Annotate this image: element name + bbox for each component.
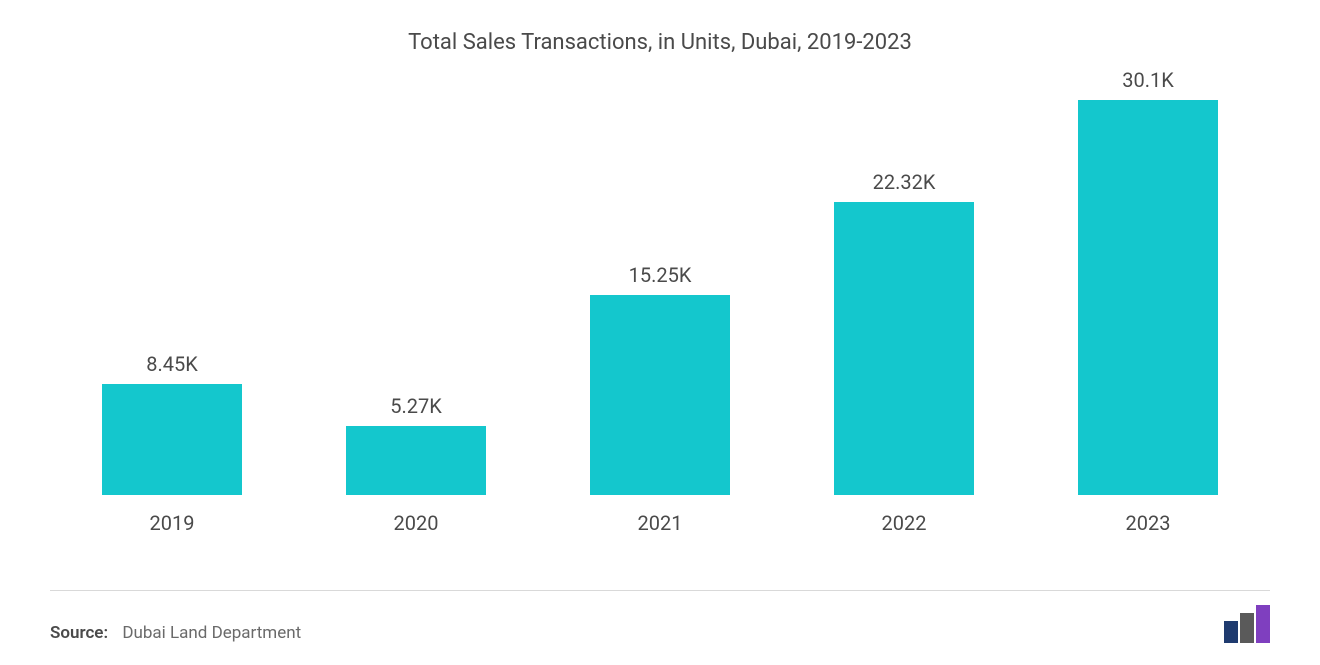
chart-area: 8.45K 5.27K 15.25K 22.32K 30.1K 2019 202…	[50, 65, 1270, 535]
logo-bar	[1224, 621, 1238, 643]
bar-2023	[1078, 100, 1218, 495]
bar-group: 30.1K	[1038, 68, 1258, 495]
logo-bar	[1240, 613, 1254, 643]
x-label: 2020	[306, 511, 526, 535]
bar-value-label: 30.1K	[1122, 68, 1174, 92]
bar-value-label: 8.45K	[146, 352, 198, 376]
bar-2020	[346, 426, 486, 495]
bar-group: 8.45K	[62, 352, 282, 495]
x-axis-labels: 2019 2020 2021 2022 2023	[50, 511, 1270, 535]
bars-container: 8.45K 5.27K 15.25K 22.32K 30.1K	[50, 75, 1270, 495]
footer: Source: Dubai Land Department	[50, 590, 1270, 643]
bar-value-label: 15.25K	[629, 263, 692, 287]
bar-value-label: 22.32K	[873, 170, 936, 194]
bar-group: 22.32K	[794, 170, 1014, 495]
source-label: Source:	[50, 623, 108, 643]
x-label: 2021	[550, 511, 770, 535]
bar-group: 15.25K	[550, 263, 770, 495]
bar-value-label: 5.27K	[390, 394, 442, 418]
bar-2019	[102, 384, 242, 495]
source-line: Source: Dubai Land Department	[50, 623, 301, 643]
logo-bar	[1256, 605, 1270, 643]
bar-group: 5.27K	[306, 394, 526, 495]
source-text: Dubai Land Department	[122, 623, 301, 643]
brand-logo-icon	[1224, 605, 1270, 643]
chart-title: Total Sales Transactions, in Units, Duba…	[50, 30, 1270, 55]
x-label: 2022	[794, 511, 1014, 535]
x-label: 2019	[62, 511, 282, 535]
x-label: 2023	[1038, 511, 1258, 535]
bar-2021	[590, 295, 730, 495]
bar-2022	[834, 202, 974, 495]
